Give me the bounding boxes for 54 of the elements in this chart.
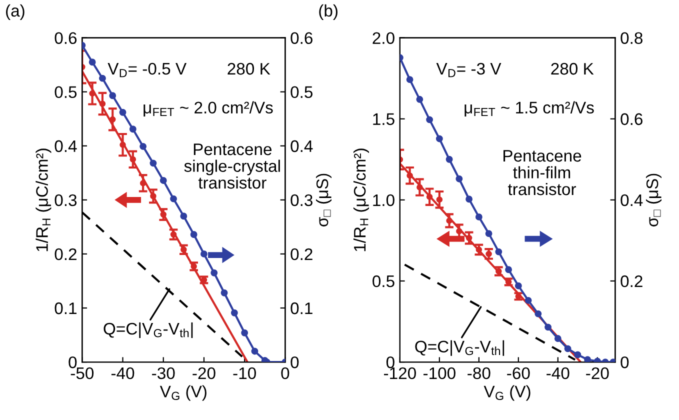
y-tick-label: 0 [386, 356, 394, 368]
annotation: Pentacene single-crystal transistor [184, 144, 280, 189]
y2-tick-label: 0.2 [620, 275, 642, 288]
x-axis-title: V$_{G}$ (V) [484, 385, 530, 401]
y2-axis-title: σ$_{□}$ (μS) [316, 174, 332, 226]
y-axis-title: 1/R$_{H}$ (μC/cm²) [36, 148, 52, 252]
y2-tick-label: 0.6 [620, 113, 642, 126]
y-tick-label: 0 [68, 356, 77, 368]
y-tick-label: 0.4 [54, 140, 77, 152]
y2-tick-label: 0.1 [290, 302, 312, 314]
x-tick-label: -10 [233, 367, 256, 380]
y2-tick-label: 0.5 [290, 86, 313, 98]
x-tick-label: -100 [423, 367, 456, 380]
y-tick-label: 0.6 [54, 32, 77, 44]
chart-title: (b) [319, 4, 338, 20]
y-axis-title: 1/R$_{H}$ (μC/cm²) [353, 148, 369, 252]
x-tick-label: -80 [468, 367, 490, 380]
x-tick-label: -120 [384, 367, 416, 380]
x-axis-title: V$_{G}$ (V) [160, 385, 206, 401]
annotation: Pentacene thin-film transistor [504, 150, 582, 196]
x-tick-label: -40 [546, 367, 570, 380]
annotation: μ$_{FET}$ ~ 2.0 cm²/Vs [144, 101, 273, 117]
annotation: V$_{D}$= -0.5 V [108, 62, 187, 78]
x-tick-label: -20 [586, 367, 609, 380]
y-tick-label: 2.0 [372, 32, 394, 44]
x-tick-label: -60 [507, 367, 530, 380]
y2-tick-label: 0 [290, 356, 299, 368]
y2-tick-label: 0.2 [290, 248, 312, 260]
y2-tick-label: 0.8 [620, 32, 642, 44]
y-tick-label: 0.5 [372, 275, 394, 288]
y-tick-label: 0.2 [54, 248, 76, 260]
annotation: μ$_{FET}$ ~ 1.5 cm²/Vs [464, 101, 594, 117]
y2-tick-label: 0.4 [290, 140, 313, 152]
annotation: V$_{D}$= -3 V [436, 62, 502, 78]
y-tick-label: 1.0 [373, 194, 394, 206]
y2-tick-label: 0.3 [290, 194, 312, 206]
annotation: Q=C|V$_{G}$-V$_{th}$| [415, 340, 504, 356]
annotation: 280 K [551, 62, 594, 75]
annotation: 280 K [228, 62, 270, 75]
annotation: Q=C|V$_{G}$-V$_{th}$| [104, 322, 193, 338]
y2-tick-label: 0.4 [620, 194, 643, 206]
x-tick-label: -30 [152, 367, 175, 380]
y-tick-label: 0.1 [54, 302, 76, 314]
y-tick-label: 0.5 [54, 86, 77, 98]
x-tick-label: -50 [70, 367, 94, 380]
x-tick-label: 0 [281, 367, 290, 380]
y-tick-label: 0.3 [54, 194, 77, 206]
x-tick-label: -20 [192, 367, 216, 380]
y2-axis-title: σ$_{□}$ (μS) [646, 174, 662, 226]
x-tick-label: -40 [111, 367, 134, 380]
chart-title: (a) [6, 4, 24, 20]
y2-tick-label: 0.6 [290, 32, 312, 44]
y-tick-label: 1.5 [373, 113, 394, 126]
y2-tick-label: 0 [620, 356, 629, 368]
